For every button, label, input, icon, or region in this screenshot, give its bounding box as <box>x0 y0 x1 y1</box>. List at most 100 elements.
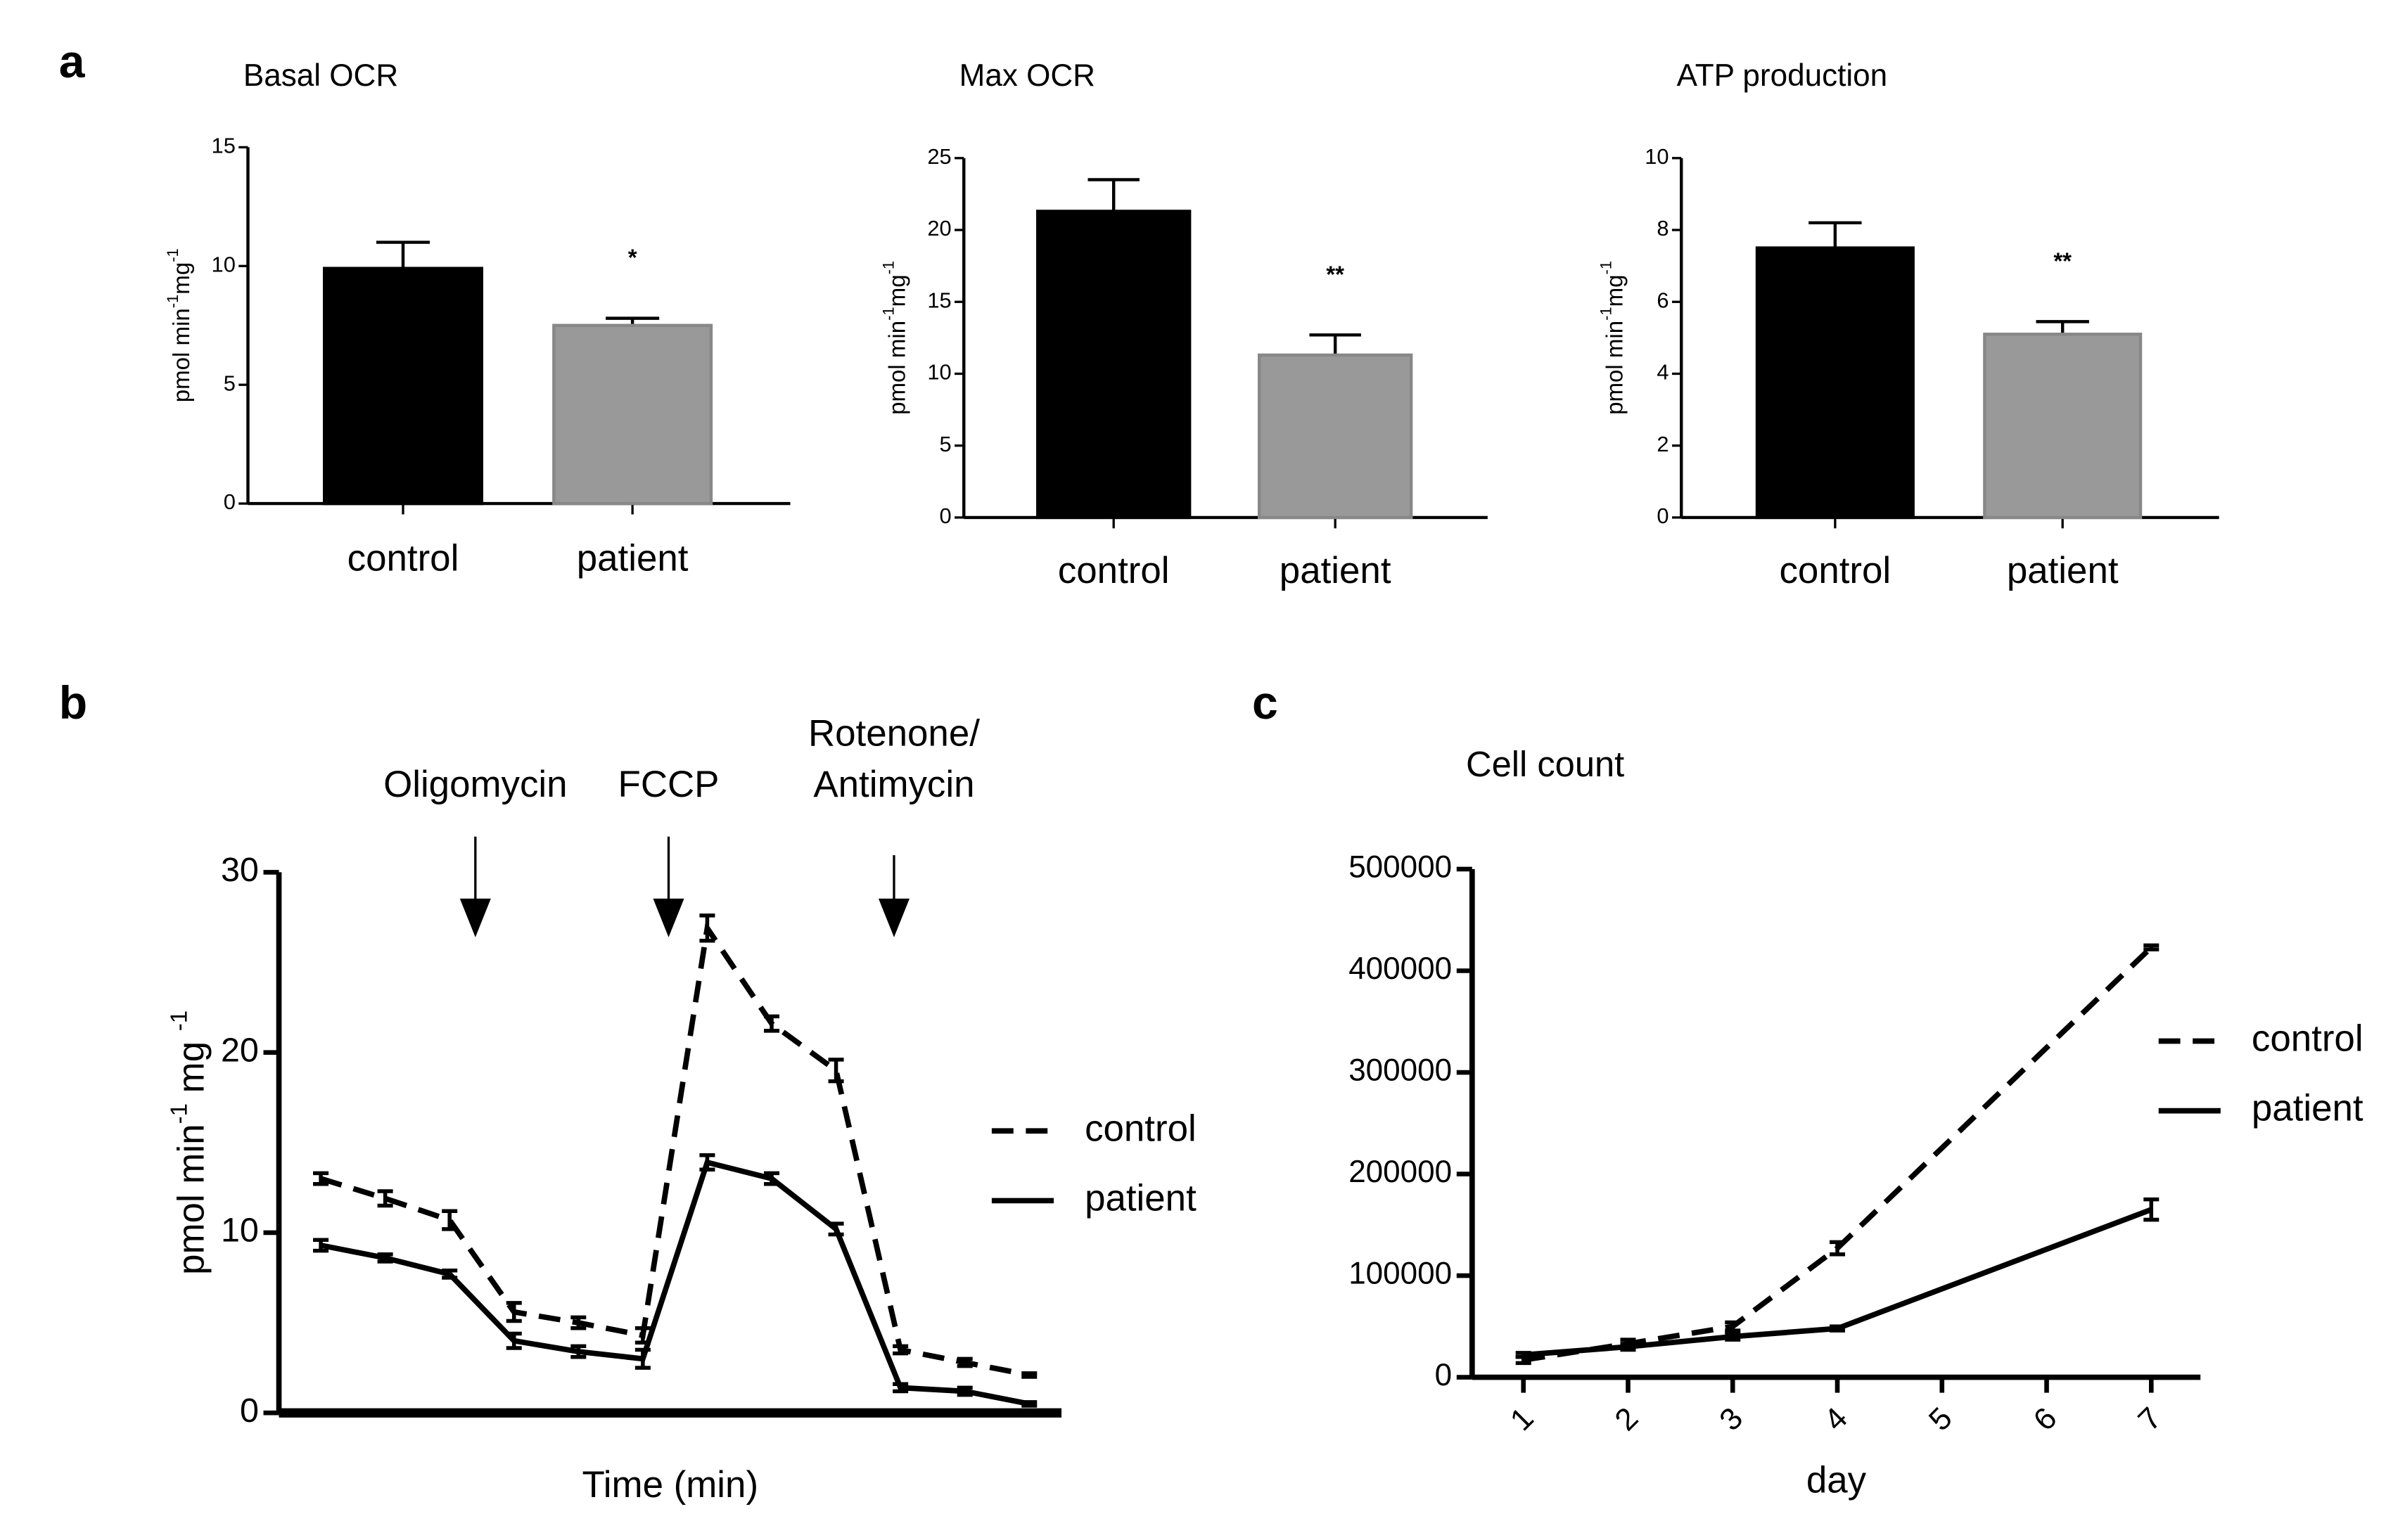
y-axis-label-part: -1 <box>1597 261 1615 275</box>
panel-letter: c <box>1252 677 1278 729</box>
error-bar <box>442 1269 458 1280</box>
legend-label: patient <box>1085 1177 1197 1219</box>
error-bar <box>957 1385 973 1397</box>
error-bar <box>2143 943 2160 951</box>
chart-title: ATP production <box>1677 58 1888 93</box>
y-tick-label: 10 <box>1645 144 1669 169</box>
legend-label: patient <box>2252 1088 2363 1129</box>
y-tick-label: 300000 <box>1348 1053 1452 1088</box>
x-tick-label: control <box>1058 550 1170 591</box>
x-tick-label: patient <box>1280 550 1391 591</box>
legend-label: control <box>1085 1108 1197 1149</box>
annotation-arrowhead <box>878 898 910 937</box>
y-axis-label: pmol min-1mg-1 <box>880 261 910 415</box>
error-bar <box>1829 1240 1846 1257</box>
error-bar <box>1515 1351 1531 1359</box>
y-tick-label: 10 <box>212 252 236 276</box>
x-tick-label: 3 <box>1713 1401 1749 1437</box>
x-tick-label: patient <box>577 538 689 579</box>
y-axis-label-part: -1 <box>1597 307 1615 321</box>
y-axis-label-part: -1 <box>164 295 181 309</box>
error-bar <box>1620 1342 1636 1352</box>
y-tick-label: 400000 <box>1348 951 1452 986</box>
panel-letter: b <box>59 677 87 729</box>
y-tick-label: 500000 <box>1348 850 1452 885</box>
error-bar <box>2143 1197 2160 1222</box>
annotation-text: Antimycin <box>813 764 974 805</box>
error-bar <box>763 1014 780 1033</box>
y-axis-label-part: -1 <box>164 248 181 262</box>
x-tick-label: 2 <box>1608 1401 1645 1437</box>
y-tick-label: 10 <box>927 360 951 385</box>
error-bar <box>699 1153 715 1172</box>
y-tick-label: 2 <box>1657 432 1669 456</box>
y-tick-label: 20 <box>927 216 951 240</box>
y-tick-label: 20 <box>221 1031 259 1069</box>
panel-letter: a <box>59 36 86 88</box>
y-axis-label-part: mg <box>884 274 910 307</box>
y-axis-label-part: mg <box>1602 274 1628 307</box>
series-line <box>1523 1207 2152 1358</box>
error-bar <box>699 913 715 943</box>
error-bar <box>957 1356 973 1368</box>
y-tick-label: 0 <box>1435 1358 1453 1392</box>
chart-title: Max OCR <box>959 58 1095 93</box>
y-axis-label: pmol min-1mg-1 <box>164 248 194 402</box>
y-tick-label: 0 <box>939 503 951 528</box>
y-axis-label-part: -1 <box>167 1103 193 1124</box>
error-bar <box>506 1301 522 1323</box>
y-axis-label-part: pmol min <box>170 1124 212 1274</box>
bar <box>1983 333 2143 520</box>
x-tick-label: patient <box>2007 550 2119 591</box>
bar <box>322 267 483 506</box>
y-axis-label-part: pmol min <box>169 308 195 402</box>
x-tick-label: 6 <box>2027 1401 2064 1437</box>
y-tick-label: 30 <box>221 851 259 889</box>
error-bar <box>506 1331 522 1350</box>
annotation-text: Oligomycin <box>383 764 567 805</box>
annotation-arrowhead <box>459 898 491 937</box>
significance: ** <box>1326 262 1344 288</box>
error-bar <box>313 1238 329 1253</box>
y-tick-label: 15 <box>927 288 951 312</box>
error-bar <box>442 1209 458 1231</box>
y-axis-label-part: -1 <box>880 261 898 275</box>
error-bar <box>828 1058 844 1084</box>
bar <box>1036 210 1192 520</box>
error-bar <box>1829 1324 1846 1333</box>
legend-label: control <box>2252 1018 2363 1059</box>
error-bar <box>1021 1400 1038 1408</box>
series-line <box>320 1159 1030 1407</box>
x-tick-label: 1 <box>1504 1401 1540 1437</box>
chart-title: Cell count <box>1466 744 1624 784</box>
x-axis-label: Time (min) <box>582 1464 758 1506</box>
error-bar <box>377 1252 393 1264</box>
x-tick-label: 4 <box>1818 1401 1854 1437</box>
y-axis-label: pmol min-1mg-1 <box>1597 261 1628 415</box>
annotation-text: FCCP <box>618 764 720 805</box>
y-axis-label-part: pmol min <box>884 321 910 415</box>
bar <box>1755 246 1915 520</box>
y-tick-label: 0 <box>1657 503 1669 528</box>
error-bar <box>1725 1331 1741 1342</box>
y-axis-label-part: -1 <box>880 307 898 321</box>
series-line <box>1523 945 2153 1363</box>
series-line <box>319 920 1030 1378</box>
error-bar <box>1021 1371 1038 1379</box>
error-bar <box>634 1347 651 1370</box>
x-axis-label: day <box>1806 1459 1867 1501</box>
y-tick-label: 200000 <box>1348 1155 1452 1189</box>
y-axis-label-part: mg <box>170 1031 212 1103</box>
y-tick-label: 6 <box>1657 288 1669 312</box>
x-tick-label: 5 <box>1922 1401 1959 1437</box>
y-axis-label-part: pmol min <box>1602 321 1628 415</box>
error-bar <box>763 1171 780 1186</box>
significance: * <box>628 245 637 271</box>
y-axis-label: pmol min-1 mg -1 <box>167 1010 212 1275</box>
error-bar <box>893 1344 909 1356</box>
error-bar <box>828 1221 844 1237</box>
y-tick-label: 0 <box>240 1392 259 1430</box>
bar <box>552 323 713 506</box>
